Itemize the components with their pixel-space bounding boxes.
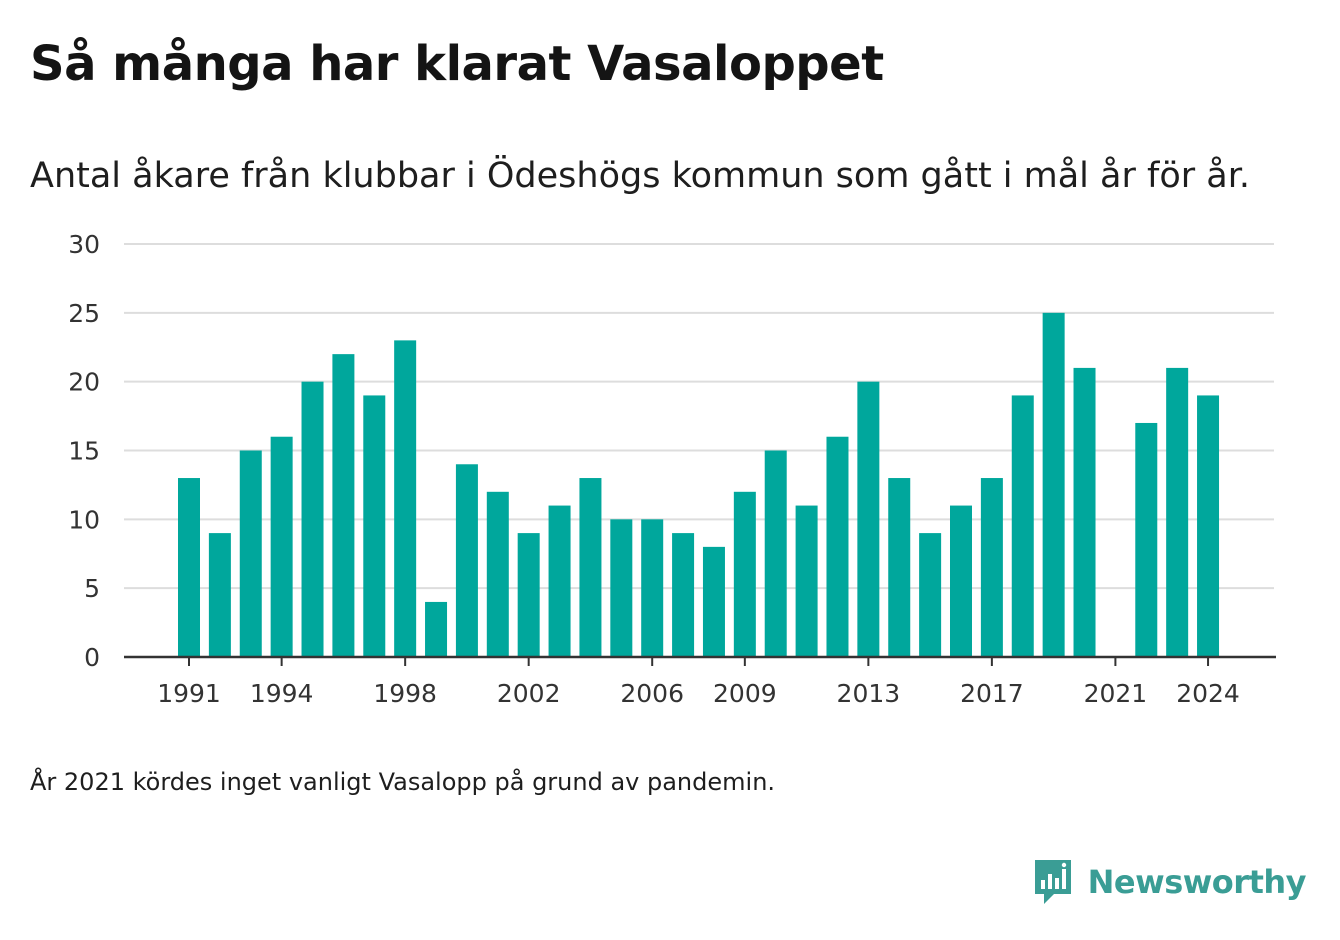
bar-2006 bbox=[641, 519, 664, 657]
bar-2003 bbox=[548, 505, 571, 657]
x-axis-ticks: 1991 1994 1998 2002 2006 2009 2013 2017 2021 2024 bbox=[157, 657, 1240, 708]
bar-1994 bbox=[270, 436, 293, 657]
bar-2020 bbox=[1073, 367, 1096, 657]
newsworthy-logo-icon bbox=[1034, 860, 1071, 904]
bar-1999 bbox=[425, 601, 448, 657]
x-tick-label: 2021 bbox=[1084, 679, 1148, 708]
y-tick-label: 15 bbox=[68, 437, 100, 466]
bar-1991 bbox=[178, 478, 200, 657]
y-tick-label: 0 bbox=[84, 643, 100, 672]
bar-1998 bbox=[394, 340, 417, 657]
x-tick-label: 2017 bbox=[960, 679, 1024, 708]
chart-title: Så många har klarat Vasaloppet bbox=[30, 36, 884, 92]
chart-subtitle: Antal åkare från klubbar i Ödeshögs komm… bbox=[30, 156, 1250, 196]
bar-1996 bbox=[332, 354, 355, 657]
gridlines bbox=[124, 243, 1274, 590]
bar-2002 bbox=[517, 533, 540, 657]
bar-2008 bbox=[702, 546, 725, 657]
brand-name: Newsworthy bbox=[1087, 863, 1307, 901]
bar-2007 bbox=[672, 533, 695, 657]
brand[interactable]: Newsworthy bbox=[1032, 858, 1307, 906]
bar-2005 bbox=[610, 519, 633, 657]
bar-2016 bbox=[950, 505, 972, 657]
bar-2023 bbox=[1166, 367, 1189, 657]
x-tick-label: 2024 bbox=[1176, 679, 1240, 708]
bar-2017 bbox=[980, 478, 1003, 657]
x-tick-label: 1991 bbox=[157, 679, 221, 708]
bar-2012 bbox=[826, 436, 849, 657]
y-tick-label: 5 bbox=[84, 574, 100, 603]
bar-2018 bbox=[1011, 395, 1034, 657]
x-tick-label: 1994 bbox=[250, 679, 314, 708]
bar-2014 bbox=[888, 478, 911, 657]
x-tick-label: 2013 bbox=[837, 679, 901, 708]
x-tick-label: 1998 bbox=[373, 679, 437, 708]
bar-2010 bbox=[764, 450, 787, 657]
bar-2011 bbox=[795, 505, 818, 657]
y-tick-label: 25 bbox=[68, 299, 100, 328]
y-tick-label: 20 bbox=[68, 368, 100, 397]
bar-2004 bbox=[579, 478, 602, 657]
bar-2019 bbox=[1042, 312, 1065, 657]
bar-1997 bbox=[363, 395, 386, 657]
y-axis-ticks: 0 5 10 15 20 25 30 bbox=[68, 230, 100, 672]
y-tick-label: 30 bbox=[68, 230, 100, 259]
bar-2015 bbox=[919, 533, 942, 657]
x-tick-label: 2002 bbox=[497, 679, 561, 708]
bar-chart: 0 5 10 15 20 25 30 1991 1994 1998 2002 2006 2009 201… bbox=[68, 230, 1276, 708]
y-tick-label: 10 bbox=[68, 505, 100, 534]
x-tick-label: 2009 bbox=[713, 679, 777, 708]
bar-2001 bbox=[486, 491, 509, 657]
bar-2000 bbox=[455, 464, 478, 657]
bar-1993 bbox=[239, 450, 262, 657]
x-tick-label: 2006 bbox=[620, 679, 684, 708]
bar-1995 bbox=[301, 381, 324, 657]
bar-2013 bbox=[857, 381, 880, 657]
bar-2009 bbox=[733, 491, 756, 657]
footnote: År 2021 kördes inget vanligt Vasalopp på… bbox=[30, 768, 776, 796]
bar-1992 bbox=[208, 533, 231, 657]
bar-2022 bbox=[1135, 422, 1158, 657]
bar-2024 bbox=[1197, 395, 1220, 657]
bars bbox=[178, 312, 1220, 657]
